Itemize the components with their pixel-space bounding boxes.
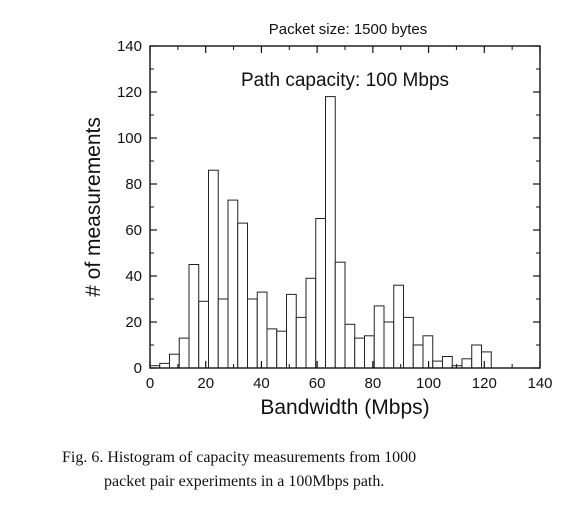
histogram-bar bbox=[179, 338, 189, 368]
x-tick-label: 60 bbox=[309, 375, 326, 392]
histogram-bar bbox=[257, 292, 267, 368]
x-tick-label: 80 bbox=[365, 375, 382, 392]
histogram-bar bbox=[423, 336, 433, 368]
histogram-bar bbox=[296, 317, 306, 368]
histogram-bar bbox=[374, 306, 384, 368]
y-tick-label: 40 bbox=[125, 268, 142, 285]
histogram-bar bbox=[433, 361, 443, 368]
caption-line-2: packet pair experiments in a 100Mbps pat… bbox=[62, 470, 562, 494]
histogram-bar bbox=[394, 285, 404, 368]
histogram-bar bbox=[228, 200, 238, 368]
histogram-bar bbox=[472, 345, 482, 368]
y-tick-label: 120 bbox=[117, 84, 142, 101]
histogram-chart: Packet size: 1500 bytes 0 20 40 60 80 100 120 1… bbox=[0, 0, 573, 440]
histogram-bar bbox=[384, 322, 394, 368]
y-tick-label: 100 bbox=[117, 130, 142, 147]
histogram-bar bbox=[335, 262, 345, 368]
y-tick-label: 80 bbox=[125, 176, 142, 193]
histogram-bar bbox=[218, 299, 228, 368]
histogram-bar bbox=[189, 265, 199, 369]
histogram-bar bbox=[462, 359, 472, 368]
histogram-bar bbox=[248, 299, 258, 368]
y-tick-label: 0 bbox=[134, 360, 142, 377]
caption-line-1: Fig. 6. Histogram of capacity measuremen… bbox=[62, 449, 416, 466]
histogram-bar bbox=[287, 294, 297, 368]
histogram-bar bbox=[404, 317, 414, 368]
y-tick-label: 20 bbox=[125, 314, 142, 331]
x-axis-label: Bandwidth (Mbps) bbox=[260, 396, 429, 419]
x-tick-label: 40 bbox=[253, 375, 270, 392]
histogram-bar bbox=[413, 345, 423, 368]
x-tick-label: 20 bbox=[197, 375, 214, 392]
histogram-bar bbox=[277, 331, 287, 368]
path-capacity-annotation: Path capacity: 100 Mbps bbox=[241, 70, 449, 91]
histogram-bar bbox=[238, 223, 248, 368]
histogram-bar bbox=[482, 352, 492, 368]
histogram-bar bbox=[443, 357, 453, 369]
histogram-bar bbox=[316, 219, 326, 369]
histogram-bar bbox=[355, 338, 365, 368]
x-tick-label: 120 bbox=[472, 375, 497, 392]
figure-caption: Fig. 6. Histogram of capacity measuremen… bbox=[62, 446, 562, 494]
y-tick-label: 60 bbox=[125, 222, 142, 239]
histogram-bar bbox=[306, 278, 316, 368]
bars-group bbox=[150, 97, 491, 368]
x-tick-label: 140 bbox=[527, 375, 552, 392]
x-tick-label: 0 bbox=[146, 375, 154, 392]
histogram-bar bbox=[209, 170, 219, 368]
histogram-bar bbox=[326, 97, 336, 368]
chart-title: Packet size: 1500 bytes bbox=[269, 21, 427, 38]
y-tick-label: 140 bbox=[117, 38, 142, 55]
x-tick-label: 100 bbox=[416, 375, 441, 392]
histogram-bar bbox=[199, 301, 209, 368]
y-axis-label: # of measurements bbox=[82, 117, 105, 297]
histogram-bar bbox=[267, 329, 277, 368]
histogram-bar bbox=[345, 324, 355, 368]
